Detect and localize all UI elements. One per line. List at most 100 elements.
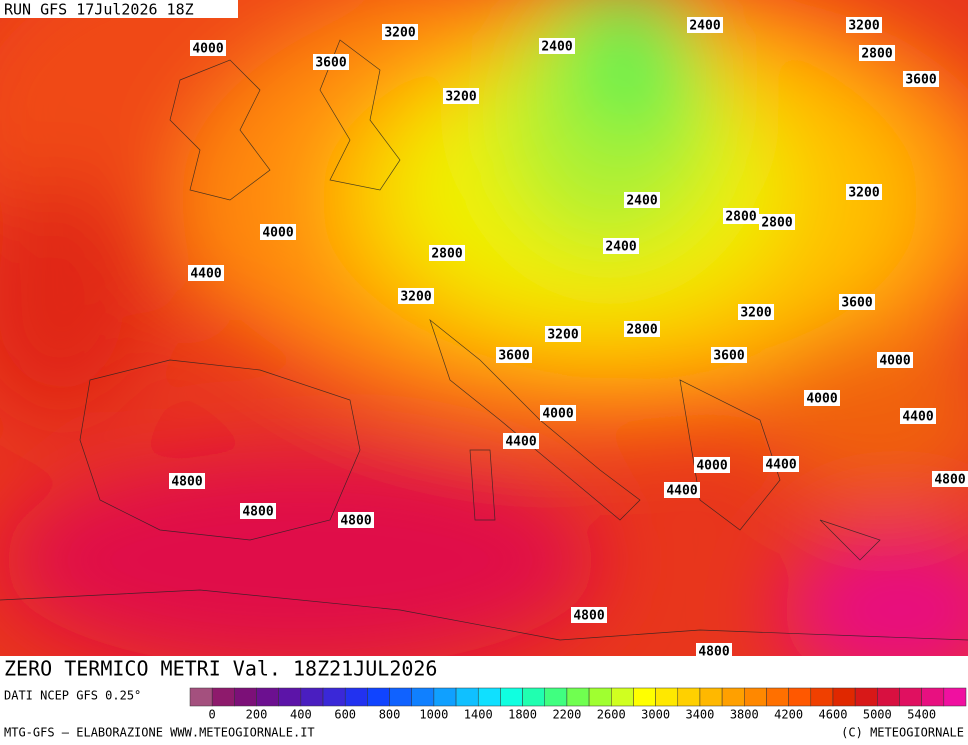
contour-label: 3200 xyxy=(848,186,879,201)
contour-label-bg xyxy=(503,433,539,449)
contour-label: 4800 xyxy=(242,505,273,520)
colorbar-swatch xyxy=(300,687,324,707)
colorbar-swatch xyxy=(588,687,612,707)
contour-label-bg xyxy=(664,482,700,498)
contour-label: 4800 xyxy=(573,609,604,624)
colorbar-swatch xyxy=(234,687,257,707)
contour-label-bg xyxy=(398,288,434,304)
contour-label: 4400 xyxy=(505,435,536,450)
contour-label: 2800 xyxy=(761,216,792,231)
colorbar-swatch xyxy=(344,687,368,707)
colorbar-swatch xyxy=(788,687,812,707)
colorbar-swatch xyxy=(655,687,679,707)
contour-label-bg xyxy=(496,347,532,363)
colorbar-label: 3400 xyxy=(685,708,714,722)
contour-label-bg xyxy=(839,294,875,310)
contour-label-bg xyxy=(624,321,660,337)
contour-label-bg xyxy=(338,512,374,528)
contour-label-bg xyxy=(603,238,639,254)
colorbar-swatch xyxy=(744,687,767,707)
colorbar-swatch xyxy=(477,687,501,707)
contour-label: 4400 xyxy=(666,484,697,499)
footer-right: (C) METEOGIORNALE xyxy=(841,726,964,740)
colorbar-swatch xyxy=(633,687,656,707)
contour-label: 3200 xyxy=(740,306,771,321)
contour-label-bg xyxy=(443,88,479,104)
contour-label: 4400 xyxy=(190,267,221,282)
contour-label-bg xyxy=(540,405,576,421)
contour-label-bg xyxy=(877,352,913,368)
contour-label: 4000 xyxy=(879,354,910,369)
colorbar-label: 0 xyxy=(209,708,216,722)
colorbar-label: 400 xyxy=(290,708,312,722)
colorbar-swatch xyxy=(877,687,900,707)
contour-label-bg xyxy=(738,304,774,320)
contour-label: 4000 xyxy=(806,392,837,407)
colorbar-swatch xyxy=(433,687,457,707)
contour-label-bg xyxy=(711,347,747,363)
contour-label: 2400 xyxy=(689,19,720,34)
contour-label-bg xyxy=(804,390,840,406)
contour-label-bg xyxy=(382,24,418,40)
colorbar-swatch xyxy=(899,687,922,707)
colorbar-label: 800 xyxy=(379,708,401,722)
contour-label: 2800 xyxy=(431,247,462,262)
colorbar-label: 200 xyxy=(246,708,268,722)
run-box xyxy=(0,0,238,18)
contour-label: 4000 xyxy=(542,407,573,422)
contour-label-bg xyxy=(696,643,732,659)
contour-label: 4800 xyxy=(340,514,371,529)
contour-label: 4000 xyxy=(262,226,293,241)
contour-label-bg xyxy=(313,54,349,70)
contour-label-bg xyxy=(903,71,939,87)
colorbar-swatch xyxy=(544,687,568,707)
contour-label-bg xyxy=(429,245,465,261)
contour-label-bg xyxy=(846,184,882,200)
contour-label: 3600 xyxy=(841,296,872,311)
contour-label: 3600 xyxy=(315,56,346,71)
colorbar-swatch xyxy=(256,687,279,707)
contour-label: 3200 xyxy=(445,90,476,105)
colorbar-label: 4600 xyxy=(819,708,848,722)
contour-label: 4800 xyxy=(698,645,729,660)
contour-label-bg xyxy=(859,45,895,61)
contour-label-bg xyxy=(763,456,799,472)
contour-label: 4400 xyxy=(902,410,933,425)
contour-label-bg xyxy=(169,473,205,489)
contour-label-bg xyxy=(539,38,575,54)
contour-label: 3200 xyxy=(384,26,415,41)
footer-left: MTG-GFS — ELABORAZIONE WWW.METEOGIORNALE… xyxy=(4,726,315,740)
colorbar-label: 3000 xyxy=(641,708,670,722)
contour-label-bg xyxy=(545,326,581,342)
contour-label: 3200 xyxy=(547,328,578,343)
colorbar-swatch xyxy=(832,687,856,707)
contour-label: 4800 xyxy=(934,473,965,488)
colorbar-label: 5000 xyxy=(863,708,892,722)
contour-label-bg xyxy=(188,265,224,281)
colorbar-swatch xyxy=(611,687,634,707)
colorbar-swatch xyxy=(854,687,878,707)
contour-label-bg xyxy=(846,17,882,33)
contour-label-bg xyxy=(932,471,968,487)
colorbar-swatch xyxy=(322,687,346,707)
colorbar-label: 1400 xyxy=(464,708,493,722)
contour-label-bg xyxy=(190,40,226,56)
contour-label: 2800 xyxy=(626,323,657,338)
contour-label: 3600 xyxy=(713,349,744,364)
contour-label: 2400 xyxy=(626,194,657,209)
colorbar-swatch xyxy=(211,687,235,707)
contour-label-bg xyxy=(900,408,936,424)
contour-label: 3600 xyxy=(905,73,936,88)
colorbar-swatch xyxy=(766,687,789,707)
colorbar-swatch xyxy=(189,687,213,707)
contour-label: 3200 xyxy=(400,290,431,305)
contour-label: 3600 xyxy=(498,349,529,364)
contour-label: 4000 xyxy=(192,42,223,57)
contour-label: 3200 xyxy=(848,19,879,34)
colorbar-label: 3800 xyxy=(730,708,759,722)
colorbar-swatch xyxy=(810,687,834,707)
colorbar-swatch xyxy=(566,687,590,707)
colorbar-swatch xyxy=(389,687,412,707)
